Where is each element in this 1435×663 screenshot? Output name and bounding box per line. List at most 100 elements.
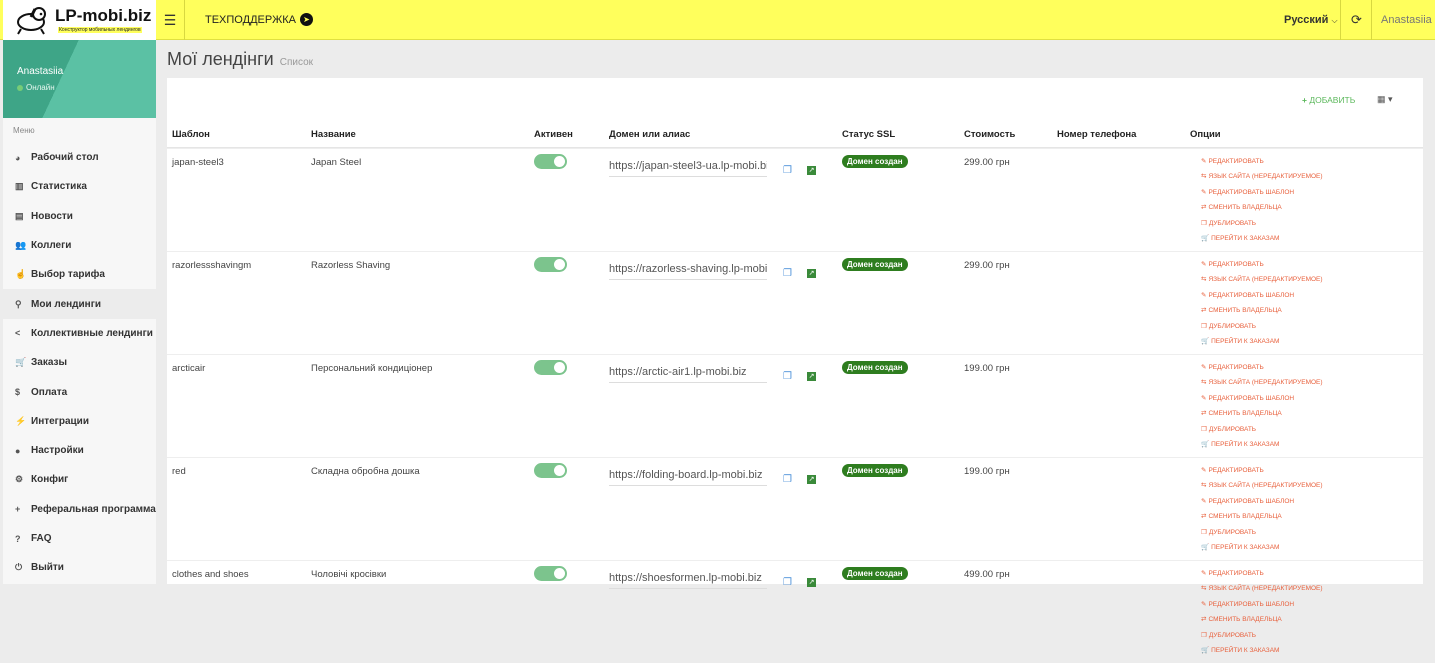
refresh-icon[interactable]: ⟳ [1351,12,1362,27]
external-link-icon[interactable]: ↗ [807,578,816,587]
sidebar-item-label: Заказы [31,357,68,369]
active-toggle[interactable] [534,257,567,272]
external-link-icon[interactable]: ↗ [807,166,816,175]
copy-icon[interactable]: ❐ [783,268,792,279]
column-header[interactable]: Активен [534,129,573,140]
sidebar-item[interactable]: ● Настройки [3,436,156,465]
copy-icon[interactable]: ❐ [783,577,792,588]
column-header[interactable]: Шаблон [172,129,210,140]
option-link[interactable]: ⇄ СМЕНИТЬ ВЛАДЕЛЬЦА [1201,512,1323,527]
language-icon: ⇆ [1201,482,1207,490]
sidebar-item[interactable]: ◕ Рабочий стол [3,143,156,172]
language-dropdown[interactable]: Русский ⌵ [1284,14,1338,26]
sidebar-item[interactable]: ⏻ Выйти [3,553,156,582]
option-label: РЕДАКТИРОВАТЬ [1208,158,1264,165]
option-link[interactable]: ✎ РЕДАКТИРОВАТЬ [1201,157,1323,172]
sidebar-item[interactable]: ⚙ Конфиг [3,465,156,494]
option-link[interactable]: ⇄ СМЕНИТЬ ВЛАДЕЛЬЦА [1201,203,1323,218]
column-header[interactable]: Стоимость [964,129,1016,140]
copy-icon[interactable]: ❐ [783,474,792,485]
option-link[interactable]: ⇄ СМЕНИТЬ ВЛАДЕЛЬЦА [1201,409,1323,424]
domain-input[interactable]: https://japan-steel3-ua.lp-mobi.biz [609,157,767,177]
option-link[interactable]: ✎ РЕДАКТИРОВАТЬ ШАБЛОН [1201,291,1323,306]
column-header[interactable]: Домен или алиас [609,129,691,140]
sidebar-item[interactable]: ⚡ Интеграции [3,407,156,436]
option-link[interactable]: ⇄ СМЕНИТЬ ВЛАДЕЛЬЦА [1201,306,1323,321]
domain-input[interactable]: https://shoesformen.lp-mobi.biz [609,569,767,589]
option-link[interactable]: ✎ РЕДАКТИРОВАТЬ [1201,363,1323,378]
option-link[interactable]: 🛒 ПЕРЕЙТИ К ЗАКАЗАМ [1201,646,1323,661]
active-toggle[interactable] [534,154,567,169]
domain-input[interactable]: https://folding-board.lp-mobi.biz [609,466,767,486]
option-link[interactable]: ⇆ ЯЗЫК САЙТА (НЕРЕДАКТИРУЕМОЕ) [1201,584,1323,599]
sidebar-item-label: Интеграции [31,415,89,427]
option-link[interactable]: ❐ ДУБЛИРОВАТЬ [1201,631,1323,646]
hand-pointer-icon: ☝ [15,269,27,280]
option-link[interactable]: ⇆ ЯЗЫК САЙТА (НЕРЕДАКТИРУЕМОЕ) [1201,378,1323,393]
ssl-status-badge: Домен создан [842,258,908,271]
language-icon: ⇆ [1201,585,1207,593]
column-header[interactable]: Номер телефона [1057,129,1137,140]
logo[interactable]: LP-mobi.biz Конструктор мобильных лендин… [3,0,156,40]
edit-icon: ✎ [1201,467,1207,474]
column-header[interactable]: Опции [1190,129,1221,140]
user-menu[interactable]: Anastasiia [1381,14,1432,26]
option-label: ДУБЛИРОВАТЬ [1208,425,1257,433]
active-toggle[interactable] [534,566,567,581]
edit-icon: ✎ [1201,364,1207,371]
table-row: japan-steel3 Japan Steel https://japan-s… [167,148,1423,251]
option-link[interactable]: ⇆ ЯЗЫК САЙТА (НЕРЕДАКТИРУЕМОЕ) [1201,481,1323,496]
option-link[interactable]: ⇆ ЯЗЫК САЙТА (НЕРЕДАКТИРУЕМОЕ) [1201,275,1323,290]
option-label: СМЕНИТЬ ВЛАДЕЛЬЦА [1208,307,1282,315]
option-link[interactable]: ✎ РЕДАКТИРОВАТЬ [1201,569,1323,584]
option-label: РЕДАКТИРОВАТЬ [1208,467,1264,474]
external-link-icon[interactable]: ↗ [807,475,816,484]
option-link[interactable]: ✎ РЕДАКТИРОВАТЬ ШАБЛОН [1201,497,1323,512]
option-link[interactable]: ✎ РЕДАКТИРОВАТЬ [1201,466,1323,481]
active-toggle[interactable] [534,463,567,478]
domain-input[interactable]: https://arctic-air1.lp-mobi.biz [609,363,767,383]
option-link[interactable]: 🛒 ПЕРЕЙТИ К ЗАКАЗАМ [1201,234,1323,249]
columns-toggle-button[interactable]: ▦ ▾ [1377,94,1393,104]
domain-input[interactable]: https://razorless-shaving.lp-mobi.biz [609,260,767,280]
sidebar-item[interactable]: 🛒 Заказы [3,348,156,377]
copy-icon[interactable]: ❐ [783,371,792,382]
sidebar-item[interactable]: ? FAQ [3,524,156,553]
option-link[interactable]: ❐ ДУБЛИРОВАТЬ [1201,528,1323,543]
exchange-icon: ⇄ [1201,616,1207,624]
exchange-icon: ⇄ [1201,204,1207,212]
copy-icon[interactable]: ❐ [783,165,792,176]
option-link[interactable]: ⇆ ЯЗЫК САЙТА (НЕРЕДАКТИРУЕМОЕ) [1201,172,1323,187]
active-toggle[interactable] [534,360,567,375]
option-link[interactable]: 🛒 ПЕРЕЙТИ К ЗАКАЗАМ [1201,543,1323,558]
sidebar-item[interactable]: ▤ Новости [3,202,156,231]
option-link[interactable]: ⇄ СМЕНИТЬ ВЛАДЕЛЬЦА [1201,615,1323,630]
option-link[interactable]: 🛒 ПЕРЕЙТИ К ЗАКАЗАМ [1201,337,1323,352]
option-link[interactable]: ✎ РЕДАКТИРОВАТЬ [1201,260,1323,275]
option-link[interactable]: 🛒 ПЕРЕЙТИ К ЗАКАЗАМ [1201,440,1323,455]
external-link-icon[interactable]: ↗ [807,372,816,381]
option-link[interactable]: ✎ РЕДАКТИРОВАТЬ ШАБЛОН [1201,600,1323,615]
add-button[interactable]: + ДОБАВИТЬ [1302,95,1355,105]
sidebar-item[interactable]: $ Оплата [3,377,156,406]
column-header[interactable]: Статус SSL [842,129,896,140]
sidebar-item[interactable]: ☝ Выбор тарифа [3,260,156,289]
sidebar-item-label: Настройки [31,445,84,457]
sidebar-item[interactable]: + Реферальная программа [3,495,156,524]
sidebar-item[interactable]: < Коллективные лендинги [3,319,156,348]
sidebar-item[interactable]: 👥 Коллеги [3,231,156,260]
option-link[interactable]: ❐ ДУБЛИРОВАТЬ [1201,219,1323,234]
option-link[interactable]: ❐ ДУБЛИРОВАТЬ [1201,322,1323,337]
sidebar-item[interactable]: ▥ Статистика [3,172,156,201]
support-link[interactable]: ТЕХПОДДЕРЖКА ➤ [205,13,313,26]
sidebar-item-label: Реферальная программа [31,503,156,515]
hamburger-menu-icon[interactable]: ☰ [156,0,185,40]
option-link[interactable]: ✎ РЕДАКТИРОВАТЬ ШАБЛОН [1201,394,1323,409]
external-link-icon[interactable]: ↗ [807,269,816,278]
option-link[interactable]: ❐ ДУБЛИРОВАТЬ [1201,425,1323,440]
divider [1340,0,1341,40]
column-header[interactable]: Название [311,129,356,140]
option-link[interactable]: ✎ РЕДАКТИРОВАТЬ ШАБЛОН [1201,188,1323,203]
share-icon: < [15,328,21,339]
sidebar-item[interactable]: ⚲ Мои лендинги [3,289,156,319]
